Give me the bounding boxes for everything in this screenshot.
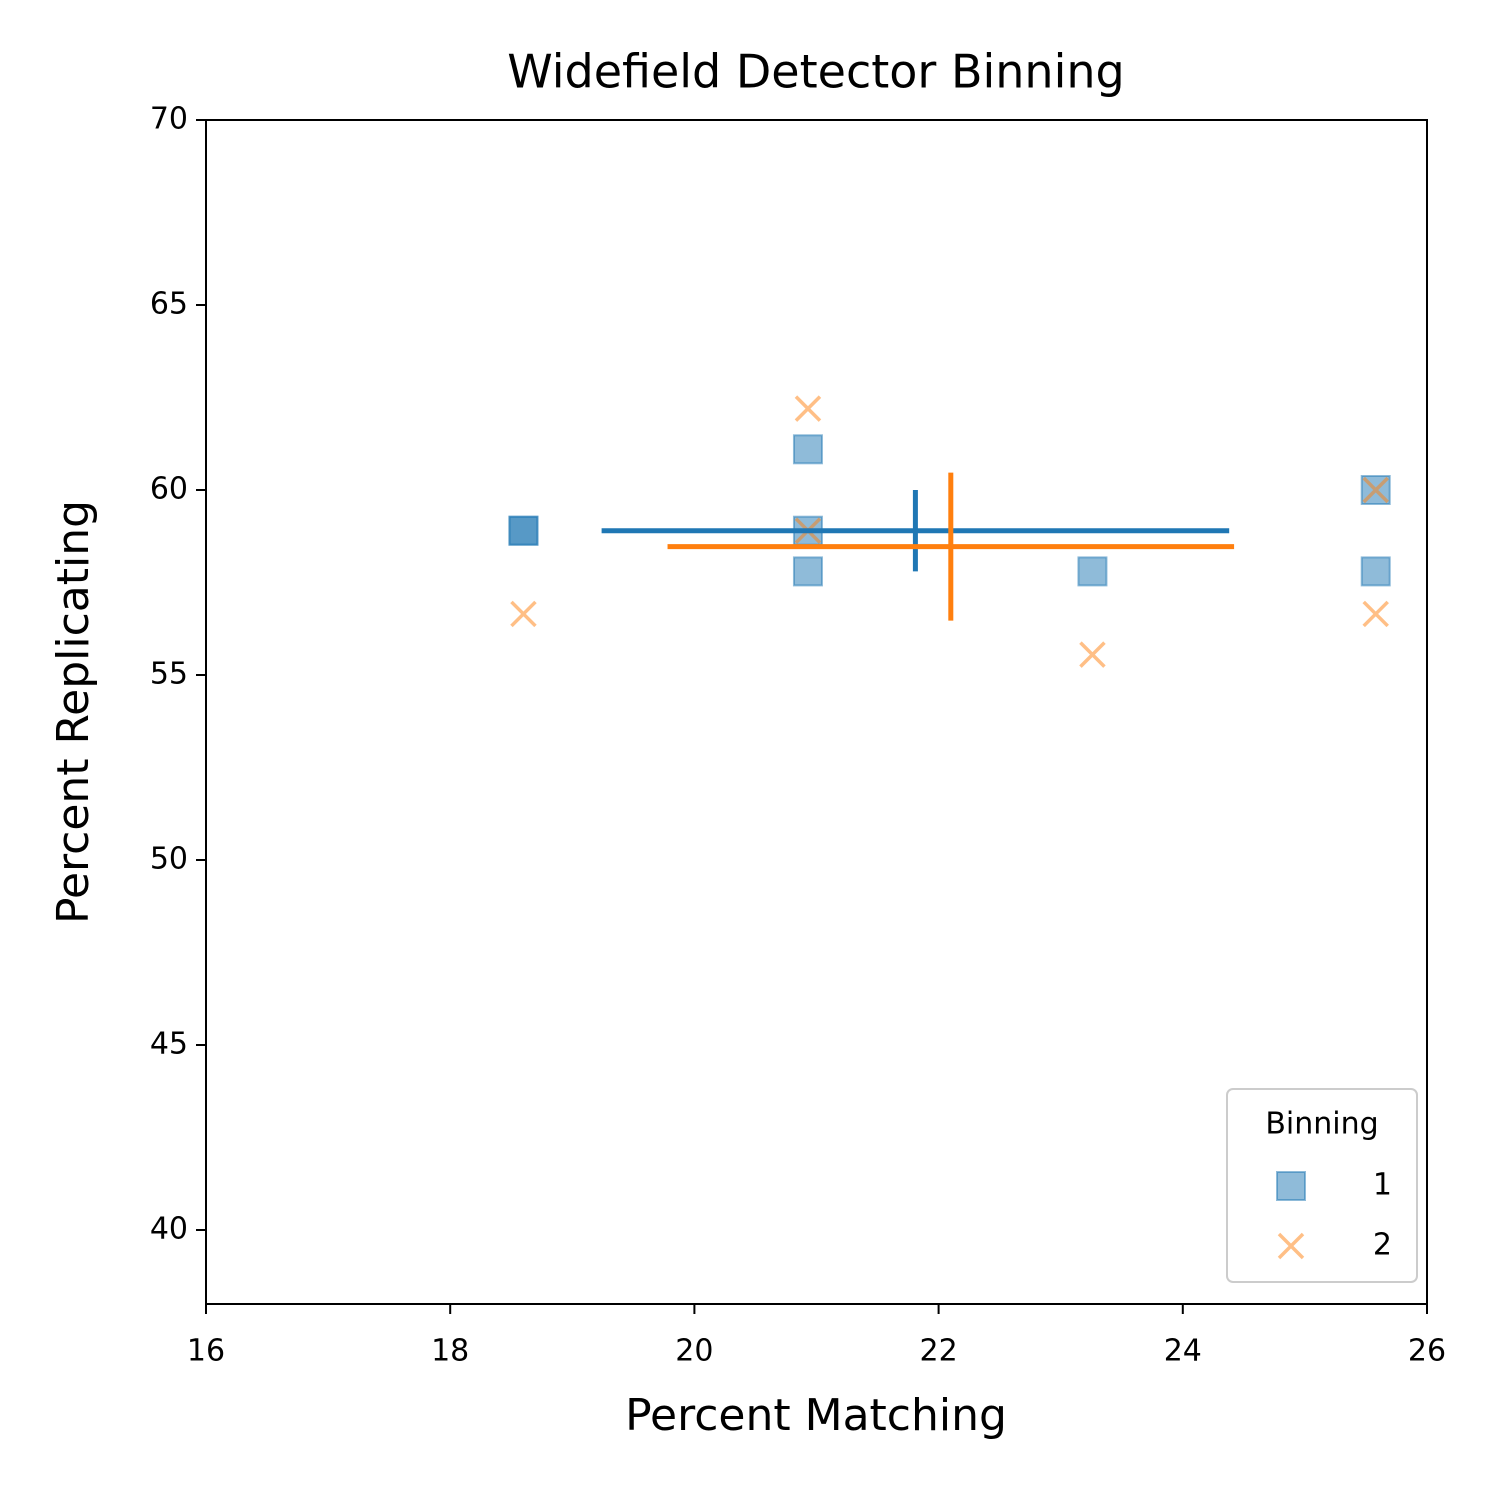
y-tick-label: 40 <box>150 1212 188 1247</box>
data-point <box>1362 476 1389 504</box>
data-point <box>510 600 537 628</box>
data-point <box>794 395 822 422</box>
legend-label: 1 <box>1373 1168 1392 1203</box>
x-tick-label: 18 <box>431 1334 469 1369</box>
legend-label: 2 <box>1373 1228 1392 1263</box>
y-tick-label: 55 <box>150 657 188 692</box>
y-axis-label: Percent Replicating <box>48 500 99 924</box>
y-tick-label: 60 <box>150 472 188 507</box>
x-tick-label: 26 <box>1408 1334 1446 1369</box>
plot-frame <box>205 119 1428 1305</box>
data-point <box>1079 641 1106 668</box>
y-tick-label: 70 <box>150 102 188 137</box>
x-tick-label: 16 <box>187 1334 225 1369</box>
data-point <box>792 434 823 465</box>
x-tick-label: 20 <box>675 1334 713 1369</box>
legend-marker <box>1277 1232 1305 1260</box>
data-point <box>1077 556 1108 587</box>
legend-marker <box>1276 1171 1306 1201</box>
x-tick-label: 22 <box>920 1334 958 1369</box>
legend-title: Binning <box>1265 1107 1378 1142</box>
x-tick-label: 24 <box>1164 1334 1202 1369</box>
legend: Binning 1 2 <box>1226 1088 1418 1283</box>
legend-box <box>1226 1088 1418 1283</box>
y-tick-label: 45 <box>150 1027 188 1062</box>
y-tick-label: 50 <box>150 842 188 877</box>
y-tick-label: 65 <box>150 287 188 322</box>
data-point <box>1360 556 1391 587</box>
chart-title: Widefield Detector Binning <box>507 45 1124 99</box>
x-axis-label: Percent Matching <box>625 1390 1007 1441</box>
data-point <box>1362 600 1389 628</box>
data-point <box>508 515 539 546</box>
data-point <box>792 556 823 587</box>
